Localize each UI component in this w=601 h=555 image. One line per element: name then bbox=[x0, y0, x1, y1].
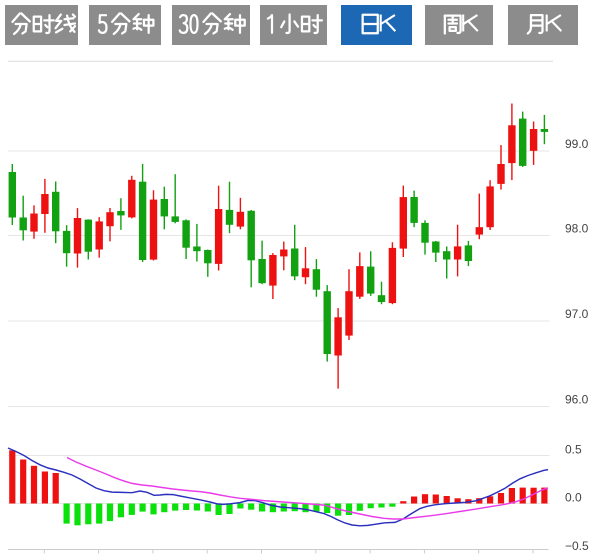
svg-text:99.0: 99.0 bbox=[565, 137, 589, 151]
svg-text:98.0: 98.0 bbox=[565, 222, 589, 236]
svg-text:0.5: 0.5 bbox=[565, 442, 582, 456]
svg-text:96.0: 96.0 bbox=[565, 393, 589, 407]
svg-text:−0.5: −0.5 bbox=[565, 539, 589, 553]
svg-text:97.0: 97.0 bbox=[565, 307, 589, 321]
svg-text:0.0: 0.0 bbox=[565, 491, 582, 505]
